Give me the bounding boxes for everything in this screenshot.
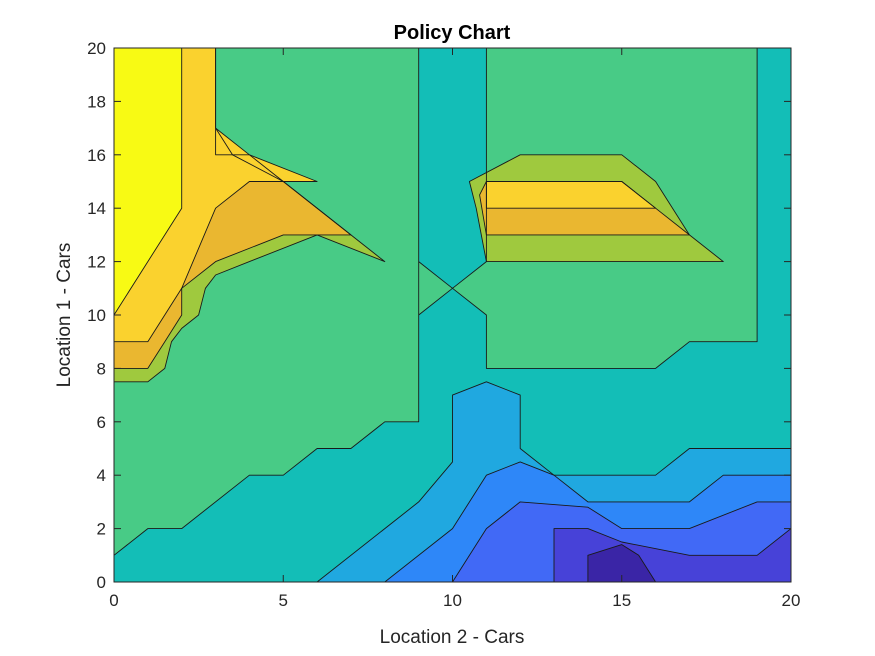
y-tick-label: 12	[87, 253, 106, 272]
contour-line-9	[114, 48, 352, 369]
contour-line-layer	[114, 48, 791, 582]
contour-line-3	[316, 381, 791, 582]
contour-line-11	[114, 48, 183, 316]
y-tick-label: 20	[87, 39, 106, 58]
contour-line-7	[587, 544, 656, 582]
contour-region-5-0	[114, 48, 182, 315]
y-axis-ticks: 0 2 4 6 8 10 12 14 16 18 20	[87, 39, 791, 592]
x-tick-label: 10	[443, 591, 462, 610]
y-tick-label: 8	[97, 359, 106, 378]
x-axis-ticks: 0 5 10 15 20	[109, 48, 800, 610]
contour-region-4-1	[486, 181, 656, 209]
y-tick-label: 2	[97, 520, 106, 539]
y-tick-label: 6	[97, 413, 106, 432]
contour-line-6	[553, 528, 791, 582]
y-tick-label: 16	[87, 146, 106, 165]
y-tick-label: 14	[87, 199, 106, 218]
y-tick-label: 18	[87, 92, 106, 111]
x-tick-label: 0	[109, 591, 118, 610]
y-axis-label: Location 1 - Cars	[54, 243, 75, 388]
contour-line-12	[468, 154, 724, 263]
x-tick-label: 20	[782, 591, 801, 610]
contour-line-8	[114, 48, 386, 383]
contour-line-5	[452, 501, 791, 582]
y-tick-label: 4	[97, 466, 106, 485]
y-tick-label: 0	[97, 573, 106, 592]
y-tick-label: 10	[87, 306, 106, 325]
chart-title: Policy Chart	[394, 22, 511, 44]
x-axis-label: Location 2 - Cars	[380, 627, 525, 648]
contour-region-10-0	[587, 544, 656, 582]
x-tick-label: 15	[612, 591, 631, 610]
contour-line-4	[384, 461, 791, 582]
contour-line-2	[452, 48, 758, 369]
x-tick-label: 5	[279, 591, 288, 610]
contour-line-10	[114, 127, 318, 343]
